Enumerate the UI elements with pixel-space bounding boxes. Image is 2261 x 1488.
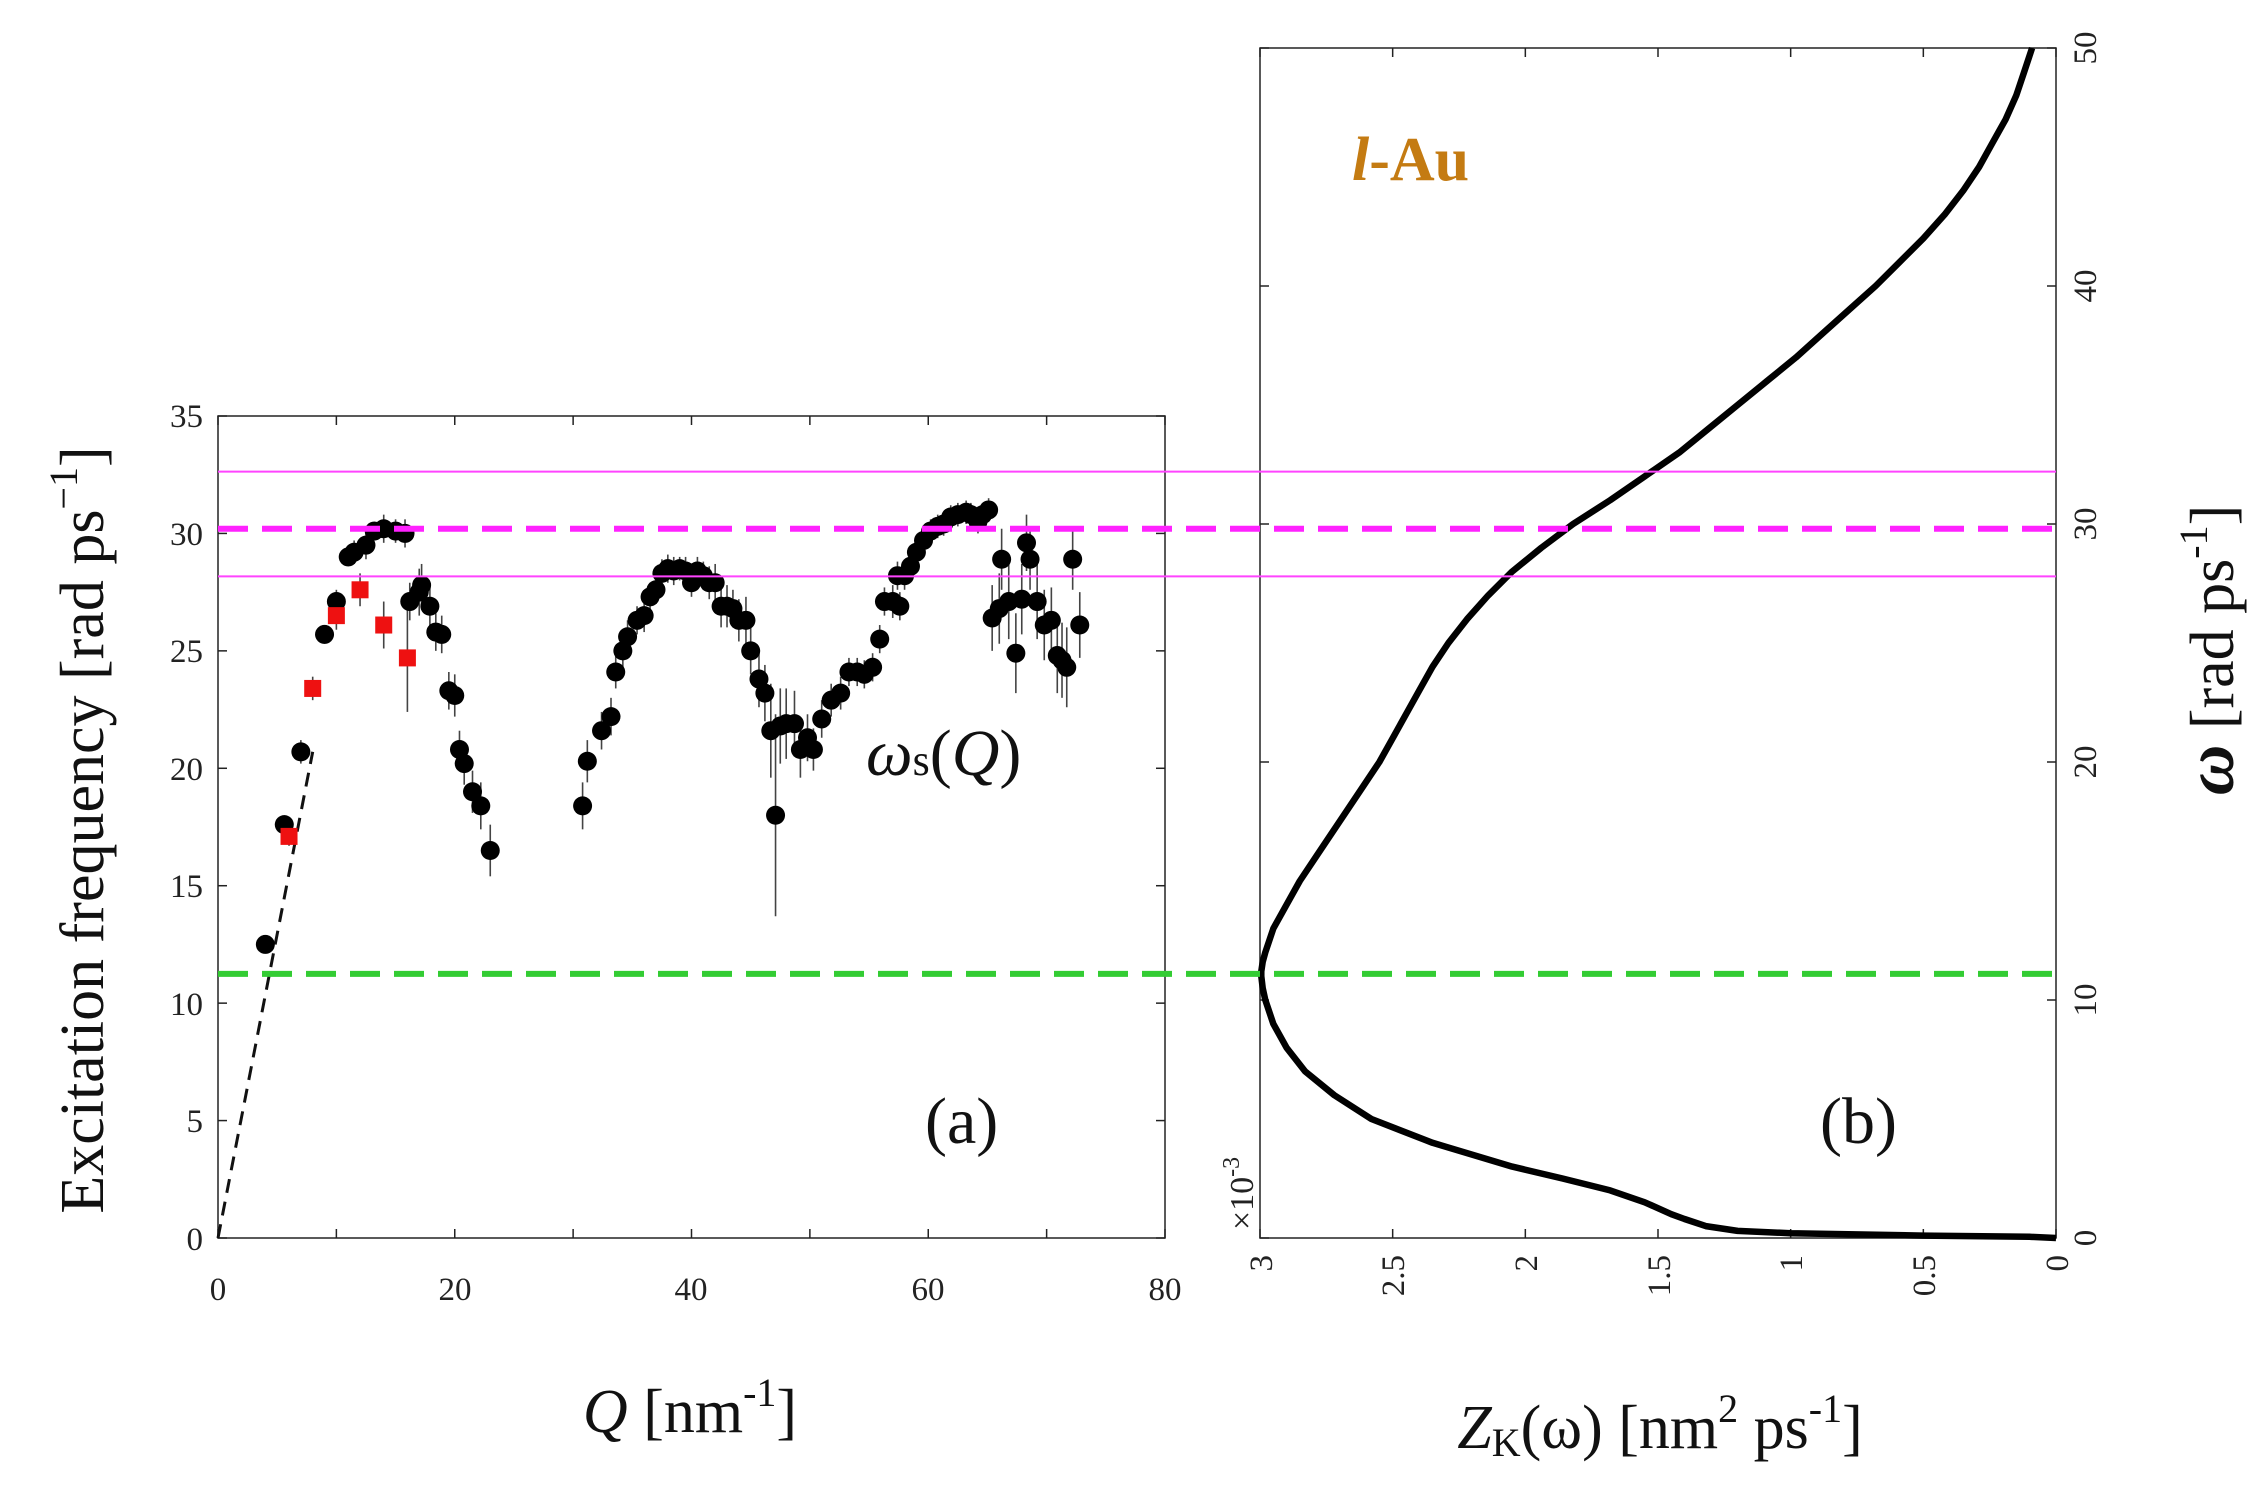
panel-a-x-tick-labels: 0 20 40 60 80 [210,1272,1182,1308]
data-point-circle [315,624,335,644]
data-point-circle [432,624,452,644]
zk-tick-label-0-5: 0.5 [1907,1255,1943,1296]
data-point-circle [646,580,666,600]
zk-multiplier: ×10-3 [1219,1157,1261,1230]
data-point-circle [480,840,500,860]
panel-a-label: (a) [925,1085,998,1158]
panel-b-x-tick-labels: 3 2.5 2 1.5 1 0.5 0 [1244,1255,2076,1296]
data-point-square [398,649,416,667]
panel-a: 0 20 40 60 80 0 5 10 15 20 25 30 35 ωs(Q… [41,399,1182,1446]
data-point-circle [890,596,910,616]
zk-curve [1258,46,2057,1242]
data-point-circle [979,500,999,520]
y-tick-label-35: 35 [170,399,203,435]
data-point-circle [992,549,1012,569]
y-tick-label-10: 10 [170,987,203,1023]
data-point-circle [291,742,311,762]
y-tick-label-5: 5 [187,1104,204,1140]
panel-b-y-axis-label: ω [rad ps-1] [2171,505,2249,796]
panel-b: 3 2.5 2 1.5 1 0.5 0 0 10 20 30 40 50 ×10… [1219,32,2249,1466]
data-point-circle [831,683,851,703]
data-point-circle [454,754,474,774]
data-point-circle [356,535,376,555]
y-tick-label-30: 30 [170,517,203,553]
omega-s-annotation: ωs(Q) [866,717,1021,790]
y-tick-label-0: 0 [187,1222,204,1258]
data-point-circle [606,662,626,682]
zk-tick-label-2: 2 [1509,1255,1545,1272]
panel-a-linear-fit [216,751,315,1239]
data-point-circle [577,751,597,771]
x-tick-label-40: 40 [675,1272,708,1308]
data-point-circle [741,641,761,661]
panel-a-x-axis-label: Q [nm-1] [583,1370,797,1446]
zk-tick-label-0: 0 [2040,1255,2076,1272]
panel-b-label: (b) [1820,1085,1897,1158]
panel-b-plot-frame [1259,47,2057,1239]
zk-tick-label-1: 1 [1774,1255,1810,1272]
data-point-circle [445,685,465,705]
omega-tick-label-40: 40 [2068,270,2104,303]
data-point-circle [863,657,883,677]
panel-b-y-tick-labels: 0 10 20 30 40 50 [2068,32,2104,1247]
data-point-circle [755,683,775,703]
data-point-circle [1017,533,1037,553]
data-point-circle [471,796,491,816]
omega-tick-label-50: 50 [2068,32,2104,65]
data-point-circle [326,592,346,612]
data-point-circle [784,714,804,734]
zk-tick-label-1-5: 1.5 [1642,1255,1678,1296]
omega-tick-label-0: 0 [2068,1230,2104,1247]
linear-dispersion-fit-line [216,751,315,1239]
data-point-circle [255,934,275,954]
zk-tick-label-3: 3 [1244,1255,1280,1272]
data-point-circle [634,606,654,626]
data-point-square [327,607,345,625]
data-point-circle [1041,610,1061,630]
data-point-circle [705,573,725,593]
data-point-circle [601,707,621,727]
data-point-circle [1057,657,1077,677]
omega-tick-label-20: 20 [2068,746,2104,779]
reference-lines [218,470,2056,977]
data-point-circle [573,796,593,816]
data-point-square [280,827,298,845]
data-point-square [351,581,369,599]
data-point-circle [812,709,832,729]
data-point-circle [1006,643,1026,663]
panel-b-x-axis-label: ZK(ω) [nm2 ps-1] [1457,1386,1862,1465]
panel-b-title: l-Au [1352,126,1469,194]
data-point-circle [412,575,432,595]
y-tick-label-15: 15 [170,869,203,905]
x-tick-label-60: 60 [912,1272,945,1308]
data-point-circle [592,721,612,741]
omega-tick-label-30: 30 [2068,508,2104,541]
data-point-circle [766,805,786,825]
data-point-circle [803,739,823,759]
data-point-circle [1063,549,1083,569]
data-point-square [304,679,322,697]
y-tick-label-25: 25 [170,634,203,670]
data-point-circle [420,596,440,616]
data-point-circle [736,610,756,630]
zk-tick-label-2-5: 2.5 [1376,1255,1412,1296]
x-tick-label-0: 0 [210,1272,227,1308]
panel-a-y-tick-labels: 0 5 10 15 20 25 30 35 [170,399,203,1258]
x-tick-label-20: 20 [439,1272,472,1308]
data-point-square [375,616,393,634]
x-tick-label-80: 80 [1149,1272,1182,1308]
data-point-circle [463,782,483,802]
data-point-circle [1020,549,1040,569]
data-point-circle [870,629,890,649]
data-point-circle [1012,589,1032,609]
omega-tick-label-10: 10 [2068,984,2104,1017]
panel-a-y-axis-label: Excitation frequency [rad ps−1] [41,446,117,1213]
data-point-circle [1027,592,1047,612]
data-point-circle [618,627,638,647]
y-tick-label-20: 20 [170,752,203,788]
data-point-circle [1070,615,1090,635]
